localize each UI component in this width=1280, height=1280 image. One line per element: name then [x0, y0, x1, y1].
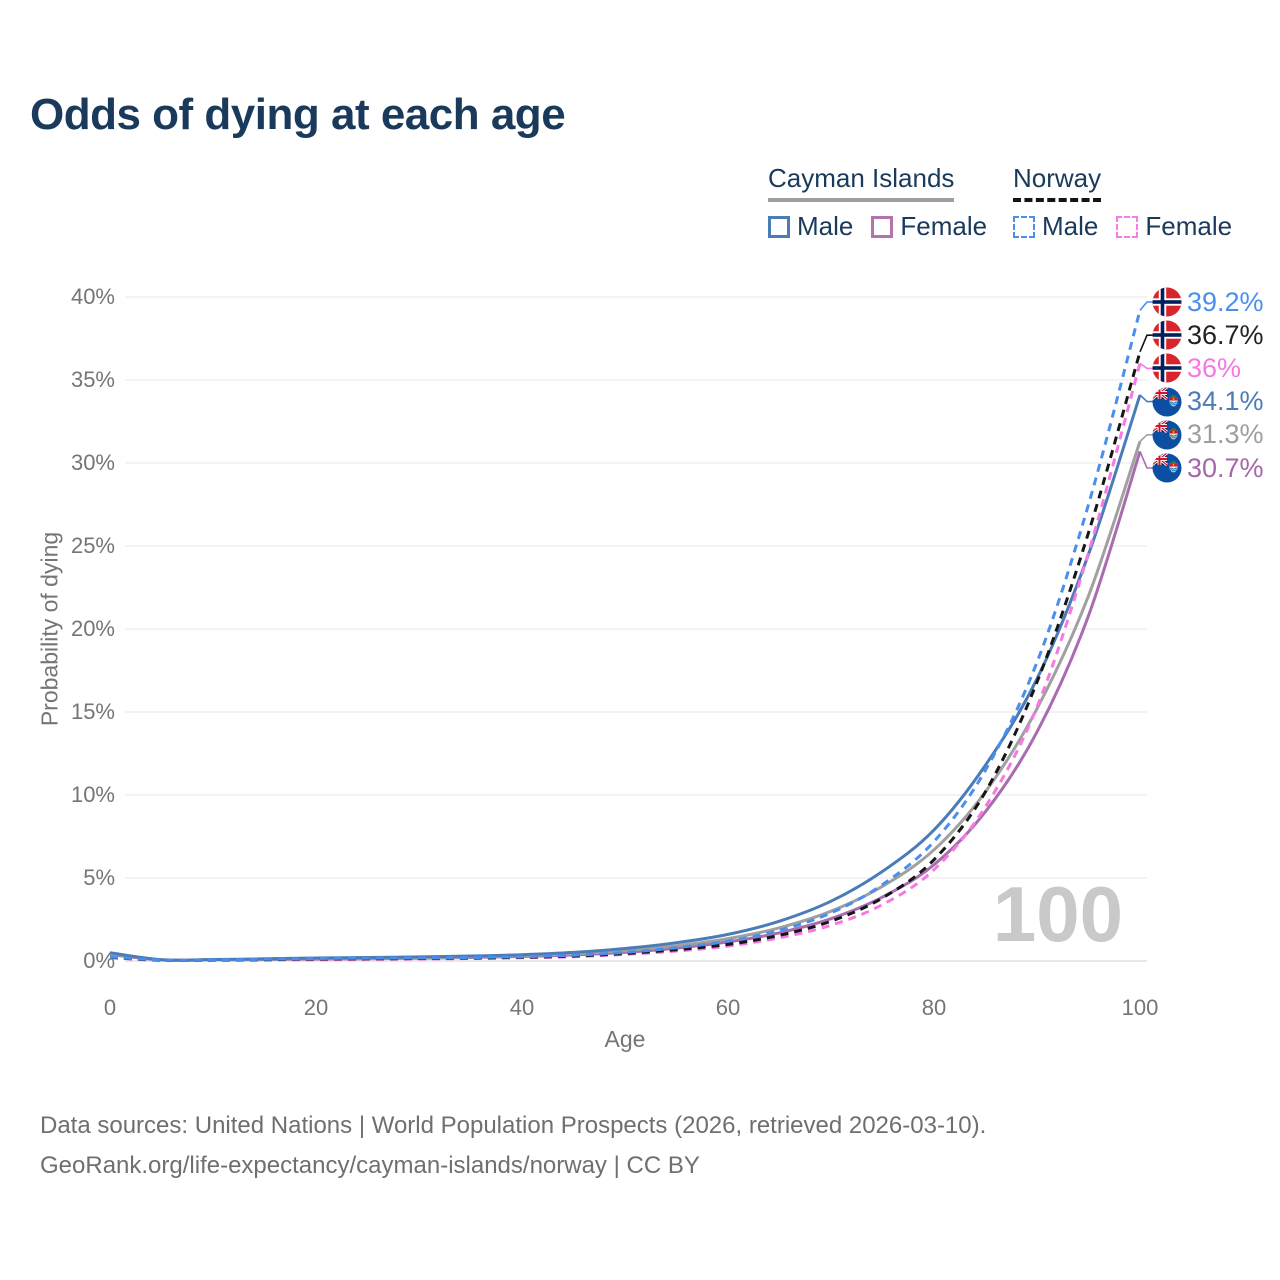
norway-female-swatch-icon	[1116, 215, 1139, 238]
end-value-label: 30.7%	[1187, 452, 1264, 483]
footer-attribution-line: GeoRank.org/life-expectancy/cayman-islan…	[40, 1152, 700, 1179]
series-line-norway-both	[109, 351, 1142, 963]
y-tick-label: 40%	[70, 284, 115, 309]
x-tick-label: 100	[1121, 995, 1159, 1020]
y-tick-label: 0%	[83, 948, 115, 973]
end-label-norway-male: 39.2%	[1152, 287, 1264, 318]
series-line-cayman-islands-female	[109, 450, 1142, 962]
end-value-label: 36.7%	[1187, 319, 1264, 350]
end-value-label: 31.3%	[1187, 419, 1264, 450]
legend-item-norway-female[interactable]: Female	[1116, 211, 1232, 242]
page-title: Odds of dying at each age	[30, 90, 566, 139]
y-axis-title: Probability of dying	[36, 531, 63, 727]
x-axis-title: Age	[604, 1026, 646, 1052]
legend-country-cayman-islands[interactable]: Cayman Islands	[768, 163, 955, 202]
end-label-connector	[1139, 451, 1153, 469]
x-tick-label: 40	[509, 995, 535, 1020]
cayman-crest-icon	[1169, 394, 1178, 407]
legend-item-cayman-male[interactable]: Male	[768, 211, 853, 242]
y-tick-label: 5%	[83, 865, 115, 890]
series-line-cayman-islands-both	[109, 440, 1142, 962]
cayman-islands-flag-icon	[1152, 387, 1182, 417]
legend-item-norway-male[interactable]: Male	[1013, 211, 1098, 242]
legend-country-norway[interactable]: Norway	[1013, 163, 1102, 202]
end-value-label: 34.1%	[1187, 386, 1264, 417]
footer: Data sources: United Nations | World Pop…	[40, 1106, 986, 1186]
end-label-cayman-islands-female: 30.7%	[1152, 453, 1264, 484]
end-label-cayman-islands-male: 34.1%	[1152, 386, 1264, 417]
legend-item-cayman-female[interactable]: Female	[871, 211, 987, 242]
cayman-crest-icon	[1169, 427, 1178, 440]
norway-male-swatch-icon	[1013, 215, 1035, 238]
age-watermark: 100	[993, 870, 1123, 958]
cayman-islands-flag-icon	[1152, 420, 1182, 450]
y-tick-label: 30%	[70, 450, 115, 475]
series-line-cayman-islands-male	[109, 394, 1142, 962]
legend-items-norway: Male Female	[1013, 211, 1232, 242]
legend-item-label: Female	[1145, 211, 1233, 241]
cayman-female-swatch-icon	[871, 215, 894, 238]
y-tick-label: 10%	[70, 782, 115, 807]
end-label-connector	[1139, 394, 1153, 403]
end-label-connector	[1139, 362, 1153, 370]
end-label-connector	[1139, 301, 1153, 311]
legend-item-label: Male	[1042, 211, 1099, 241]
y-tick-label: 15%	[70, 699, 115, 724]
cayman-male-swatch-icon	[768, 215, 790, 238]
footer-source-line: Data sources: United Nations | World Pop…	[40, 1112, 987, 1139]
series-line-norway-male	[109, 309, 1142, 962]
end-value-label: 39.2%	[1187, 286, 1264, 317]
end-value-label: 36%	[1187, 352, 1242, 383]
end-label-cayman-islands-both: 31.3%	[1152, 419, 1264, 450]
legend-item-label: Male	[797, 211, 854, 241]
y-tick-label: 25%	[70, 533, 115, 558]
cayman-crest-icon	[1169, 461, 1178, 473]
y-tick-label: 35%	[70, 367, 115, 392]
end-label-connector	[1139, 334, 1153, 353]
end-label-norway-female: 36%	[1152, 353, 1241, 384]
y-tick-label: 20%	[70, 616, 115, 641]
x-tick-label: 0	[103, 995, 117, 1020]
norway-flag-icon	[1152, 287, 1182, 317]
cayman-islands-flag-icon	[1152, 453, 1182, 483]
x-tick-label: 20	[303, 995, 329, 1020]
legend-group-norway: Norway Male Female	[1013, 163, 1232, 242]
end-label-connector	[1139, 434, 1153, 442]
legend-items-cayman: Male Female	[768, 211, 987, 242]
x-tick-label: 80	[921, 995, 947, 1020]
norway-flag-icon	[1152, 320, 1182, 350]
norway-flag-icon	[1152, 353, 1182, 383]
end-label-norway-both: 36.7%	[1152, 320, 1264, 351]
x-tick-label: 60	[715, 995, 741, 1020]
series-line-norway-female	[109, 363, 1142, 963]
legend-group-cayman-islands: Cayman Islands Male Female	[768, 163, 987, 242]
legend-item-label: Female	[900, 211, 988, 241]
